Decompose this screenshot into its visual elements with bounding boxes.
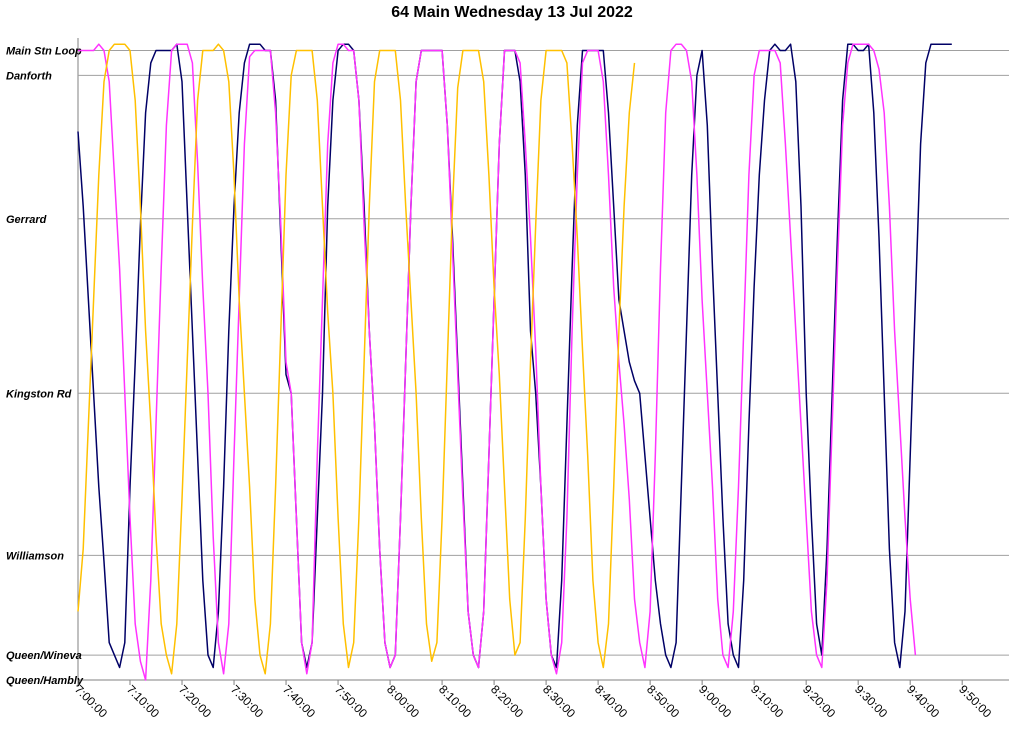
series-line [77, 43, 952, 669]
x-tick-label: 9:50:00 [956, 682, 994, 720]
y-stop-label: Main Stn Loop [6, 45, 82, 57]
x-tick-label: 9:00:00 [696, 682, 734, 720]
x-tick-label: 8:20:00 [488, 682, 526, 720]
y-axis-labels: Main Stn Loop Danforth Gerrard Kingston Rd W… [6, 45, 84, 687]
y-stop-label: Williamson [6, 550, 64, 562]
x-tick-label: 9:10:00 [748, 682, 786, 720]
y-stop-label: Queen/Wineva [6, 650, 82, 662]
series-line [78, 43, 917, 681]
series-lines [77, 43, 952, 681]
x-axis-ticks: 7:00:00 7:10:00 7:20:00 7:30:00 7:40:00 7:50:… [72, 680, 995, 721]
y-stop-label: Gerrard [6, 214, 47, 226]
x-tick-label: 8:40:00 [592, 682, 630, 720]
x-tick-label: 7:10:00 [124, 682, 162, 720]
x-tick-label: 8:30:00 [540, 682, 578, 720]
x-tick-label: 7:50:00 [332, 682, 370, 720]
gridlines [77, 38, 1009, 681]
x-tick-label: 8:50:00 [644, 682, 682, 720]
y-stop-label: Kingston Rd [6, 388, 72, 400]
y-stop-label: Danforth [6, 70, 52, 82]
x-tick-label: 8:00:00 [384, 682, 422, 720]
x-tick-label: 9:40:00 [904, 682, 942, 720]
chart-title: 64 Main Wednesday 13 Jul 2022 [391, 4, 633, 21]
x-tick-label: 9:20:00 [800, 682, 838, 720]
x-tick-label: 8:10:00 [436, 682, 474, 720]
y-stop-label: Queen/Hambly [6, 675, 84, 687]
x-tick-label: 7:20:00 [176, 682, 214, 720]
series-line [77, 43, 636, 675]
x-tick-label: 7:40:00 [280, 682, 318, 720]
x-tick-label: 7:00:00 [72, 682, 110, 720]
x-tick-label: 7:30:00 [228, 682, 266, 720]
x-tick-label: 9:30:00 [852, 682, 890, 720]
